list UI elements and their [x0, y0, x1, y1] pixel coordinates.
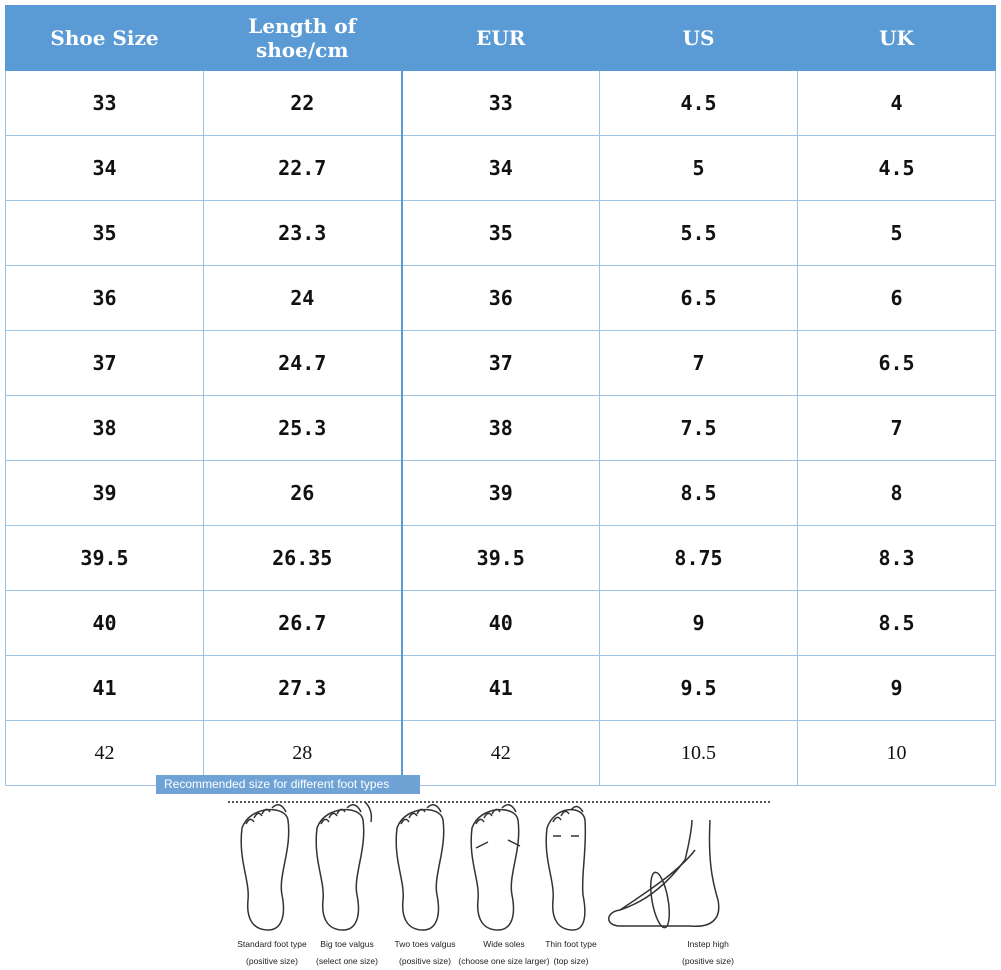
table-cell: 41: [5, 655, 204, 721]
foot-type-name: Thin foot type: [545, 939, 597, 949]
table-row: 39.5 26.35 39.5 8.75 8.3: [5, 525, 996, 591]
table-cell: 35: [5, 200, 204, 266]
table-cell: 4.5: [599, 70, 798, 136]
table-cell: 26: [203, 460, 402, 526]
table-cell: 39: [5, 460, 204, 526]
column-header: EUR: [400, 5, 600, 71]
table-cell: 4: [797, 70, 996, 136]
table-cell: 10: [797, 720, 996, 786]
foot-icon-two-toes-valgus: [395, 804, 445, 931]
foot-type-name: Standard foot type: [237, 939, 307, 949]
table-cell: 39.5: [400, 525, 600, 591]
foot-icon-wide-soles: [470, 804, 521, 931]
table-cell: 8: [797, 460, 996, 526]
table-cell: 35: [400, 200, 600, 266]
table-row: 33 22 33 4.5 4: [5, 70, 996, 136]
table-cell: 8.5: [797, 590, 996, 656]
table-row: 37 24.7 37 7 6.5: [5, 330, 996, 396]
foot-types-illustration: [240, 801, 720, 931]
table-cell: 24: [203, 265, 402, 331]
table-cell: 7.5: [599, 395, 798, 461]
foot-icon-instep-high: [608, 819, 720, 929]
table-cell: 7: [599, 330, 798, 396]
table-row: 41 27.3 41 9.5 9: [5, 655, 996, 721]
table-cell: 6.5: [599, 265, 798, 331]
table-cell: 40: [5, 590, 204, 656]
table-cell: 34: [5, 135, 204, 201]
table-cell: 5: [599, 135, 798, 201]
table-cell: 27.3: [203, 655, 402, 721]
table-cell: 22.7: [203, 135, 402, 201]
table-row: 42 28 42 10.5 10: [5, 720, 996, 786]
table-cell: 9: [599, 590, 798, 656]
table-cell: 6: [797, 265, 996, 331]
table-cell: 33: [400, 70, 600, 136]
table-row: 35 23.3 35 5.5 5: [5, 200, 996, 266]
table-cell: 6.5: [797, 330, 996, 396]
table-cell: 41: [400, 655, 600, 721]
table-row: 34 22.7 34 5 4.5: [5, 135, 996, 201]
column-header: US: [599, 5, 798, 71]
foot-icon-thin: [545, 805, 587, 931]
table-row: 39 26 39 8.5 8: [5, 460, 996, 526]
table-cell: 26.35: [203, 525, 402, 591]
table-cell: 24.7: [203, 330, 402, 396]
table-cell: 36: [400, 265, 600, 331]
table-cell: 38: [400, 395, 600, 461]
foot-icon-standard: [240, 804, 290, 931]
table-cell: 25.3: [203, 395, 402, 461]
foot-type-note: (positive size): [399, 956, 451, 966]
foot-type-note: (choose one size larger): [458, 956, 550, 966]
size-chart-table: Shoe Size Length of shoe/cm EUR US UK 33 22 33…: [5, 5, 996, 786]
foot-type-name: Big toe valgus: [320, 939, 374, 949]
column-header: Shoe Size: [5, 5, 204, 71]
table-cell: 40: [400, 590, 600, 656]
table-cell: 9: [797, 655, 996, 721]
foot-type-name: Two toes valgus: [394, 939, 456, 949]
table-cell: 38: [5, 395, 204, 461]
toe-guide-line: [228, 801, 770, 803]
foot-type-note: (positive size): [682, 956, 734, 966]
foot-icon-big-toe-valgus: [315, 801, 373, 931]
foot-type-name: Instep high: [687, 939, 729, 949]
foot-type-note: (positive size): [246, 956, 298, 966]
foot-type-note: (top size): [553, 956, 589, 966]
table-cell: 9.5: [599, 655, 798, 721]
table-cell: 26.7: [203, 590, 402, 656]
table-cell: 23.3: [203, 200, 402, 266]
table-cell: 34: [400, 135, 600, 201]
foot-type-note: (select one size): [316, 956, 378, 966]
foot-type-name: Wide soles: [483, 939, 525, 949]
table-cell: 10.5: [599, 720, 798, 786]
column-header: Length of shoe/cm: [203, 5, 402, 71]
table-cell: 8.75: [599, 525, 798, 591]
table-row: 38 25.3 38 7.5 7: [5, 395, 996, 461]
table-cell: 39.5: [5, 525, 204, 591]
foot-types-title: Recommended size for different foot type…: [156, 775, 420, 794]
table-row: 36 24 36 6.5 6: [5, 265, 996, 331]
table-cell: 7: [797, 395, 996, 461]
column-header: UK: [797, 5, 996, 71]
table-cell: 33: [5, 70, 204, 136]
table-cell: 22: [203, 70, 402, 136]
table-cell: 8.3: [797, 525, 996, 591]
table-cell: 36: [5, 265, 204, 331]
table-cell: 5: [797, 200, 996, 266]
table-cell: 37: [5, 330, 204, 396]
table-row: 40 26.7 40 9 8.5: [5, 590, 996, 656]
table-cell: 42: [400, 720, 600, 786]
table-cell: 4.5: [797, 135, 996, 201]
table-cell: 5.5: [599, 200, 798, 266]
table-cell: 37: [400, 330, 600, 396]
table-cell: 39: [400, 460, 600, 526]
table-cell: 8.5: [599, 460, 798, 526]
